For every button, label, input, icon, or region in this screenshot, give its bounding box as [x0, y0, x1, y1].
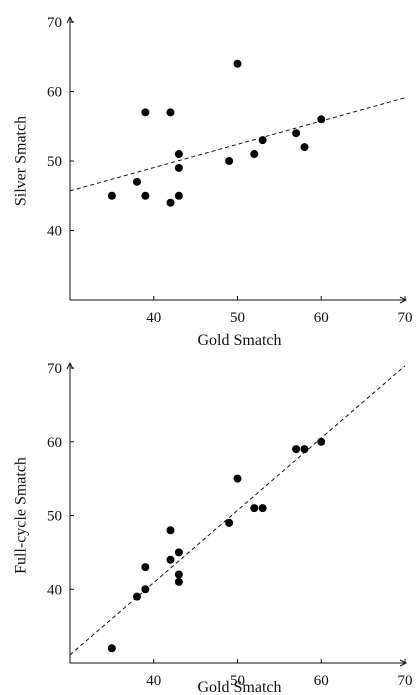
- bottom-data-point: [174, 570, 183, 579]
- top-x-tick-label: 60: [314, 310, 329, 326]
- top-data-point: [174, 150, 183, 159]
- top-y-tick-label: 40: [47, 224, 62, 240]
- bottom-data-point: [166, 555, 175, 564]
- top-data-point: [233, 59, 242, 68]
- top-data-point: [133, 177, 141, 186]
- top-data-point: [174, 191, 183, 200]
- top-y-axis-title: Silver Smatch: [13, 116, 30, 206]
- top-data-point: [250, 150, 259, 159]
- bottom-data-point: [141, 585, 150, 594]
- bottom-y-axis-title: Full-cycle Smatch: [13, 457, 30, 574]
- top-data-point: [174, 163, 183, 172]
- bottom-trendline: [69, 365, 406, 656]
- bottom-data-point: [174, 548, 183, 557]
- bottom-x-tick-label: 60: [314, 673, 329, 689]
- top-x-tick-label: 50: [230, 310, 245, 326]
- top-y-tick-label: 50: [47, 154, 62, 170]
- bottom-data-point: [225, 518, 234, 527]
- bottom-x-tick-label: 40: [146, 673, 161, 689]
- top-data-point: [300, 143, 309, 152]
- top-data-point: [166, 108, 175, 117]
- bottom-data-point: [317, 437, 326, 446]
- top-x-tick-label: 40: [146, 310, 161, 326]
- bottom-data-point: [292, 445, 301, 454]
- bottom-data-point: [250, 504, 259, 513]
- bottom-data-point: [300, 445, 309, 454]
- top-data-point: [317, 115, 326, 124]
- top-y-tick-label: 70: [47, 15, 62, 31]
- bottom-data-point: [166, 526, 175, 535]
- bottom-y-arrow: [66, 361, 74, 370]
- top-data-point: [292, 129, 301, 138]
- bottom-y-tick-label: 60: [47, 435, 62, 451]
- bottom-data-point: [174, 577, 183, 586]
- bottom-x-tick-label: 50: [230, 673, 245, 689]
- bottom-y-tick-label: 40: [47, 582, 62, 598]
- bottom-data-point: [107, 644, 116, 653]
- bottom-data-point: [258, 504, 267, 513]
- bottom-data-point: [133, 592, 141, 601]
- top-data-point: [258, 136, 267, 145]
- top-x-arrow: [399, 296, 408, 304]
- top-data-point: [107, 191, 116, 200]
- top-y-tick-label: 60: [47, 85, 62, 101]
- bottom-x-tick-label: 70: [398, 673, 413, 689]
- top-trendline: [69, 97, 406, 192]
- bottom-data-point: [233, 474, 242, 483]
- top-data-point: [225, 157, 234, 165]
- top-data-point: [166, 198, 175, 207]
- bottom-data-point: [141, 563, 150, 572]
- bottom-y-tick-label: 50: [47, 509, 62, 525]
- top-x-axis-title: Gold Smatch: [198, 332, 282, 349]
- top-data-point: [141, 108, 150, 117]
- top-data-point: [141, 191, 150, 200]
- bottom-x-axis-title: Gold Smatch: [198, 679, 282, 695]
- top-x-tick-label: 70: [398, 310, 413, 326]
- bottom-y-tick-label: 70: [47, 361, 62, 377]
- bottom-x-arrow: [399, 659, 408, 667]
- top-y-arrow: [66, 15, 74, 24]
